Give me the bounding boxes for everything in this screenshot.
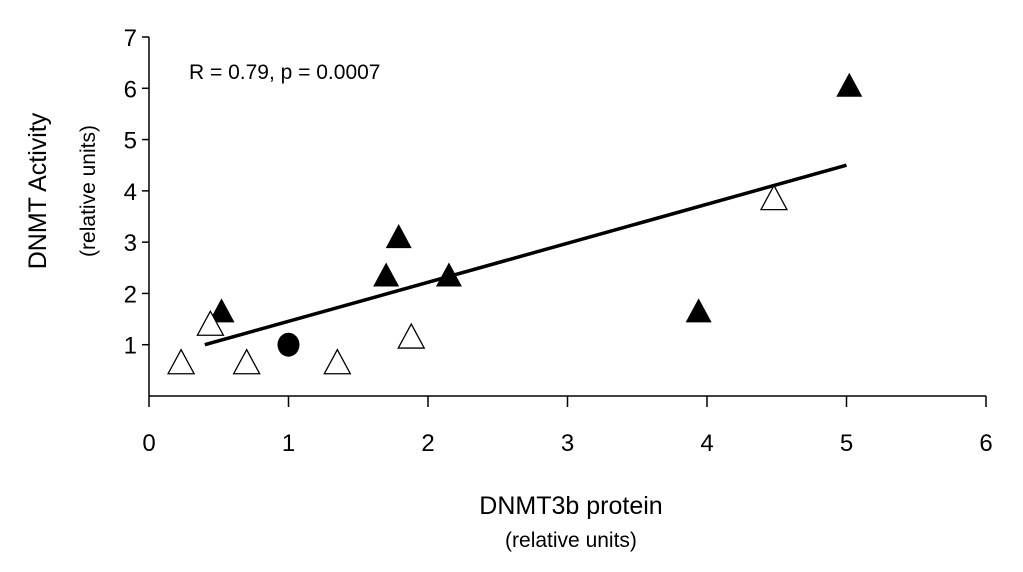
x-tick-label: 2: [421, 430, 434, 457]
data-point-open-triangle: [232, 348, 261, 375]
axes: [148, 37, 986, 397]
data-point-open-triangle: [759, 184, 789, 211]
data-point-open-triangle: [196, 309, 225, 336]
data-point-open-triangle: [397, 322, 426, 349]
y-tick-label: 6: [124, 76, 137, 103]
data-point-filled-triangle: [836, 72, 863, 97]
data-point-filled-triangle: [435, 262, 462, 287]
trendline-group: [204, 163, 847, 347]
data-point-filled-circle: [277, 332, 300, 357]
x-tick-label: 0: [142, 430, 155, 457]
x-tick-label: 6: [979, 430, 992, 457]
y-tick-label: 3: [124, 230, 137, 257]
data-point-filled-triangle: [385, 224, 412, 249]
x-tick-label: 1: [282, 430, 295, 457]
data-point-filled-triangle: [685, 298, 712, 323]
x-tick-label: 4: [700, 430, 713, 457]
y-tick-label: 2: [124, 281, 137, 308]
y-tick-label: 4: [124, 179, 137, 206]
data-point-filled-triangle: [208, 298, 235, 323]
data-point-open-triangle: [166, 348, 196, 375]
y-tick-label: 5: [124, 128, 137, 155]
stats-annotation: R = 0.79, p = 0.0007: [189, 61, 380, 84]
x-axis-title: DNMT3b protein: [479, 492, 662, 520]
ticks: 0 1 2 3 4 5 6 1 2 3 4 5 6 7: [124, 25, 993, 457]
y-tick-label: 1: [124, 333, 137, 360]
y-tick-label: 7: [124, 25, 137, 52]
data-point-filled-triangle: [373, 262, 400, 287]
y-axis-subtitle: (relative units): [77, 125, 100, 257]
points-group: [166, 72, 863, 375]
x-axis-subtitle: (relative units): [505, 529, 637, 552]
regression-line: [204, 163, 847, 347]
y-axis-title: DNMT Activity: [24, 112, 52, 269]
x-tick-label: 5: [840, 430, 853, 457]
data-point-open-triangle: [323, 348, 352, 375]
x-tick-label: 3: [561, 430, 574, 457]
